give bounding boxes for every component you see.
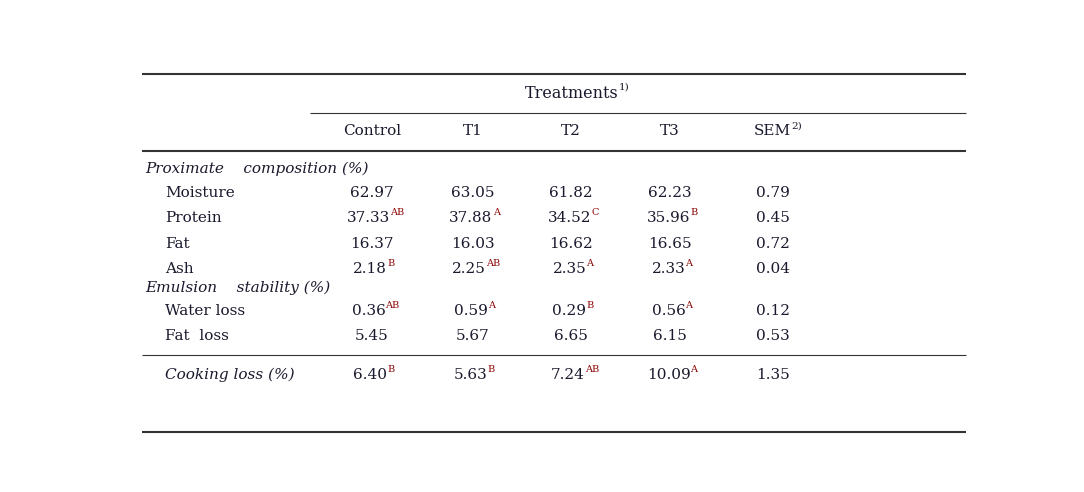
Text: 6.40: 6.40	[353, 368, 387, 382]
Text: A: A	[691, 365, 697, 373]
Text: T2: T2	[562, 124, 581, 138]
Text: Treatments: Treatments	[526, 85, 619, 102]
Text: B: B	[387, 259, 395, 268]
Text: T3: T3	[660, 124, 680, 138]
Text: 0.12: 0.12	[756, 304, 789, 318]
Text: T1: T1	[463, 124, 482, 138]
Text: A: A	[685, 301, 693, 310]
Text: 0.04: 0.04	[756, 262, 789, 276]
Text: Control: Control	[343, 124, 401, 138]
Text: 2): 2)	[791, 122, 802, 130]
Text: Fat: Fat	[165, 237, 190, 251]
Text: Emulsion    stability (%): Emulsion stability (%)	[145, 280, 330, 295]
Text: C: C	[591, 208, 598, 217]
Text: 6.15: 6.15	[654, 329, 687, 343]
Text: 35.96: 35.96	[647, 212, 691, 225]
Text: 0.36: 0.36	[351, 304, 386, 318]
Text: 1): 1)	[619, 83, 630, 92]
Text: Fat  loss: Fat loss	[165, 329, 229, 343]
Text: A: A	[586, 259, 593, 268]
Text: B: B	[488, 365, 495, 373]
Text: 62.97: 62.97	[350, 186, 393, 200]
Text: 2.35: 2.35	[553, 262, 586, 276]
Text: 16.37: 16.37	[350, 237, 393, 251]
Text: Ash: Ash	[165, 262, 194, 276]
Text: A: A	[488, 301, 495, 310]
Text: 16.62: 16.62	[550, 237, 593, 251]
Text: 0.72: 0.72	[756, 237, 789, 251]
Text: 0.53: 0.53	[756, 329, 789, 343]
Text: 0.29: 0.29	[553, 304, 586, 318]
Text: 6.65: 6.65	[554, 329, 588, 343]
Text: B: B	[691, 208, 698, 217]
Text: A: A	[492, 208, 500, 217]
Text: SEM: SEM	[754, 124, 791, 138]
Text: 2.33: 2.33	[651, 262, 685, 276]
Text: 16.65: 16.65	[648, 237, 692, 251]
Text: Water loss: Water loss	[165, 304, 245, 318]
Text: 5.63: 5.63	[454, 368, 488, 382]
Text: 1.35: 1.35	[756, 368, 789, 382]
Text: 5.67: 5.67	[455, 329, 490, 343]
Text: 0.59: 0.59	[454, 304, 488, 318]
Text: 61.82: 61.82	[550, 186, 593, 200]
Text: 34.52: 34.52	[547, 212, 591, 225]
Text: Protein: Protein	[165, 212, 221, 225]
Text: 10.09: 10.09	[647, 368, 691, 382]
Text: 16.03: 16.03	[451, 237, 494, 251]
Text: 2.25: 2.25	[452, 262, 487, 276]
Text: 2.18: 2.18	[353, 262, 387, 276]
Text: AB: AB	[487, 259, 501, 268]
Text: 0.56: 0.56	[651, 304, 685, 318]
Text: Cooking loss (%): Cooking loss (%)	[165, 368, 295, 382]
Text: 62.23: 62.23	[648, 186, 692, 200]
Text: 0.45: 0.45	[756, 212, 789, 225]
Text: 0.79: 0.79	[756, 186, 789, 200]
Text: 7.24: 7.24	[551, 368, 584, 382]
Text: 37.33: 37.33	[347, 212, 390, 225]
Text: B: B	[387, 365, 395, 373]
Text: B: B	[586, 301, 594, 310]
Text: 5.45: 5.45	[354, 329, 389, 343]
Text: 37.88: 37.88	[450, 212, 492, 225]
Text: AB: AB	[584, 365, 598, 373]
Text: A: A	[685, 259, 693, 268]
Text: AB: AB	[386, 301, 400, 310]
Text: AB: AB	[390, 208, 404, 217]
Text: Proximate    composition (%): Proximate composition (%)	[145, 161, 369, 176]
Text: 63.05: 63.05	[451, 186, 494, 200]
Text: Moisture: Moisture	[165, 186, 235, 200]
